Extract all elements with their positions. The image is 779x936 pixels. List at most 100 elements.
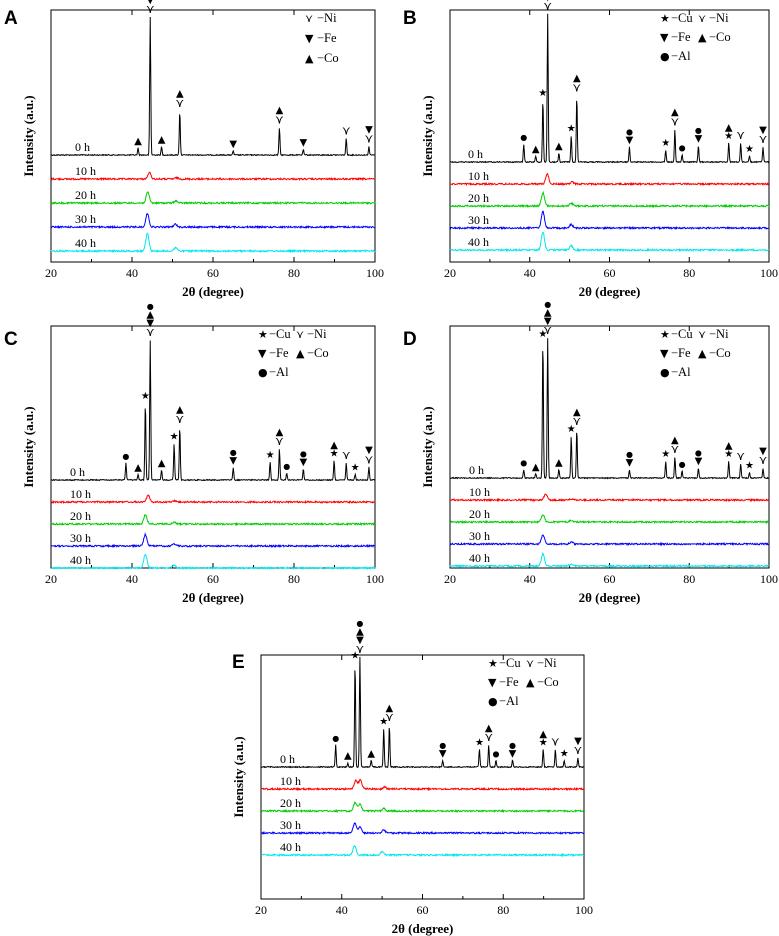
series-line-40h	[449, 552, 770, 569]
y-axis-title: Intensity (a.u.)	[420, 406, 435, 487]
series-line-20h	[50, 514, 376, 527]
peak-marker-co: ▲	[276, 427, 284, 438]
peak-marker-co: ▲	[134, 462, 142, 473]
xrd-panel-d: D 20 40 60 80 100 2θ (degree) Intensity (a.u.) 0…	[403, 300, 778, 605]
legend-symbol: ▲	[526, 676, 535, 689]
legend-label: −Ni	[307, 327, 327, 341]
series-label: 10 h	[280, 774, 301, 788]
legend-symbol: ⋎	[526, 657, 534, 670]
legend-symbol: ⋎	[698, 328, 706, 341]
peak-marker-ni: ⋎	[175, 96, 184, 110]
peak-marker-fe: ▼	[146, 0, 154, 6]
peak-marker-co: ▲	[573, 407, 581, 418]
series-line-40h	[260, 845, 585, 858]
xrd-panel-c: C 20 40 60 80 100 2θ (degree) Intensity (a.u.) 0…	[4, 302, 384, 605]
peak-marker-co: ▲	[330, 440, 338, 451]
peak-marker-cu: ★	[724, 131, 733, 142]
peak-marker-ni: ⋎	[275, 112, 284, 126]
peak-marker-cu: ★	[661, 138, 670, 149]
peak-marker-al: ●	[300, 449, 307, 458]
series-label: 20 h	[70, 509, 91, 523]
legend: ★ −Cu ⋎ −Ni ▼ −Fe ▲ −Co ● −Al	[660, 11, 731, 63]
y-axis-title: Intensity (a.u.)	[231, 736, 246, 817]
legend-symbol: ▲	[296, 347, 305, 360]
peak-marker-co: ▲	[539, 729, 547, 740]
x-tick-label: 40	[126, 266, 138, 280]
plot-frame	[50, 9, 376, 263]
peak-marker-fe: ▼	[229, 139, 237, 150]
peak-marker-ni: ⋎	[572, 414, 581, 428]
peak-marker-co: ▲	[671, 435, 679, 446]
series-line-0h	[260, 656, 585, 769]
legend-label: −Al	[671, 49, 691, 63]
peak-marker-al: ●	[283, 462, 290, 471]
x-tick-label: 80	[683, 572, 695, 586]
x-tick-label: 60	[604, 572, 616, 586]
x-tick-label: 60	[417, 903, 429, 917]
peak-marker-co: ▲	[176, 405, 184, 416]
x-tick-label: 40	[524, 572, 536, 586]
peak-marker-al: ●	[147, 302, 154, 311]
peak-marker-co: ▲	[367, 748, 375, 759]
peak-marker-ni: ⋎	[543, 0, 552, 13]
series-label: 40 h	[70, 553, 91, 567]
panel-letter: E	[232, 652, 245, 673]
x-tick-label: 20	[45, 266, 57, 280]
peak-marker-fe: ▼	[574, 736, 582, 747]
peak-marker-cu: ★	[351, 651, 360, 662]
series-line-0h	[449, 338, 770, 480]
peak-marker-cu: ★	[351, 462, 360, 473]
series-line-40h	[50, 232, 376, 254]
peak-marker-co: ▲	[555, 141, 563, 152]
peak-marker-cu: ★	[661, 449, 670, 460]
y-axis-title: Intensity (a.u.)	[21, 95, 36, 176]
x-tick-label: 100	[575, 903, 593, 917]
legend-label: −Cu	[671, 11, 693, 25]
x-tick-label: 100	[366, 266, 384, 280]
peak-marker-cu: ★	[724, 449, 733, 460]
legend-label: −Ni	[709, 11, 729, 25]
x-axis-title: 2θ (degree)	[182, 590, 244, 605]
legend-symbol: ▼	[660, 347, 669, 360]
peak-marker-al: ●	[439, 741, 446, 750]
x-tick-label: 40	[524, 266, 536, 280]
peak-marker-fe: ▼	[626, 135, 634, 146]
xrd-panel-e: E 20 40 60 80 100 2θ (degree) Intensity (a.u.) 0…	[231, 619, 593, 936]
peak-marker-al: ●	[520, 133, 527, 142]
peak-marker-cu: ★	[170, 432, 179, 443]
legend-symbol: ★	[258, 328, 268, 341]
peak-marker-ni: ⋎	[342, 123, 351, 137]
peak-marker-fe: ▼	[365, 445, 373, 456]
peak-marker-fe: ▼	[439, 748, 447, 759]
series-label: 10 h	[468, 169, 489, 183]
peak-marker-cu: ★	[538, 88, 547, 99]
legend-symbol: ▲	[305, 52, 314, 65]
panel-letter: C	[4, 329, 18, 350]
x-axis-title: 2θ (degree)	[579, 284, 641, 299]
peak-marker-ni: ⋎	[670, 442, 679, 456]
peak-marker-co: ▲	[532, 462, 540, 473]
peak-marker-cu: ★	[475, 737, 484, 748]
peak-marker-co: ▲	[485, 723, 493, 734]
peak-marker-cu: ★	[379, 717, 388, 728]
peak-marker-fe: ▼	[509, 748, 517, 759]
series-line-30h	[260, 822, 585, 836]
legend-symbol: ⋎	[296, 328, 304, 341]
peak-marker-fe: ▼	[544, 0, 552, 3]
series-label: 0 h	[280, 752, 295, 766]
legend-label: −Al	[499, 694, 519, 708]
x-tick-label: 80	[288, 572, 300, 586]
series-label: 40 h	[469, 551, 490, 565]
series-line-40h	[449, 231, 770, 253]
x-tick-label: 80	[497, 903, 509, 917]
x-tick-label: 20	[45, 572, 57, 586]
legend-label: −Cu	[269, 327, 291, 341]
legend-symbol: ▼	[488, 676, 497, 689]
y-axis-title: Intensity (a.u.)	[420, 95, 435, 176]
peak-marker-al: ●	[230, 448, 237, 457]
series-label: 20 h	[468, 191, 489, 205]
legend: ⋎ −Ni▼ −Fe▲ −Co	[305, 11, 339, 65]
series-label: 30 h	[70, 531, 91, 545]
peak-marker-ni: ⋎	[551, 734, 560, 748]
series-line-30h	[50, 212, 376, 230]
